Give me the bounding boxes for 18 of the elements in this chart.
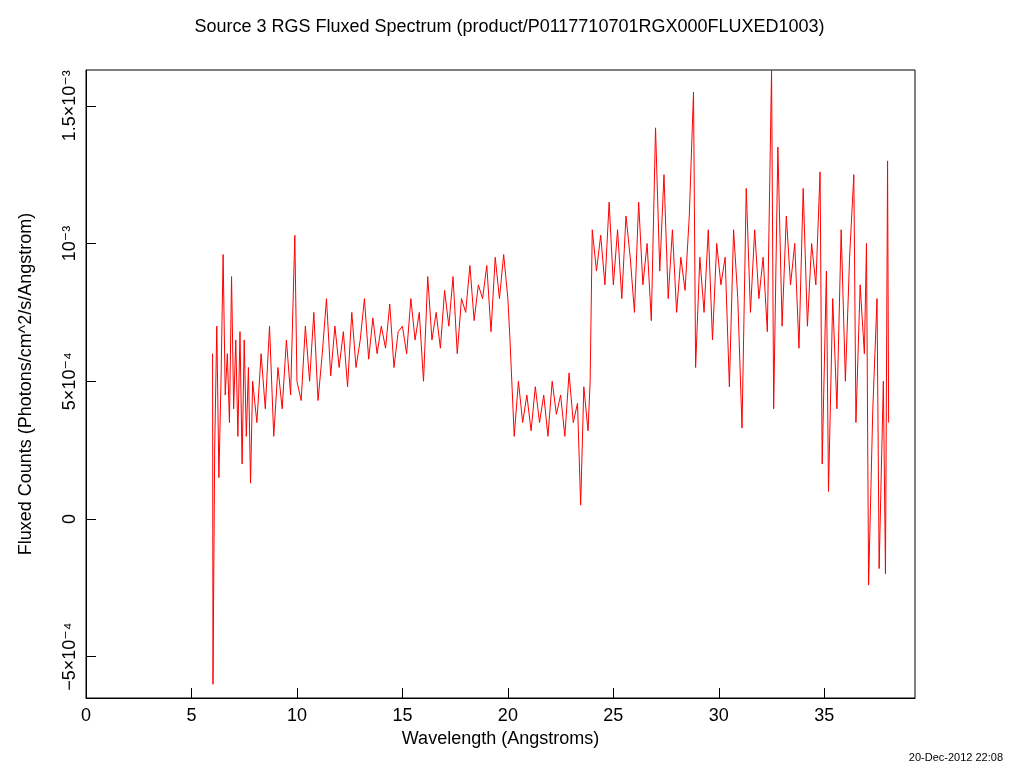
text: 20-Dec-2012 22:08	[908, 750, 1004, 763]
x-tick-label: 15	[392, 705, 413, 725]
y-tick-label: 0	[59, 513, 79, 524]
x-tick-label: 5	[186, 705, 197, 725]
x-tick-label: 10	[286, 705, 307, 725]
line-series	[212, 69, 890, 685]
x-tick-label: 25	[603, 705, 624, 725]
x-tick-label: 30	[708, 705, 729, 725]
x-tick-label: 0	[80, 705, 92, 725]
y-tick-label: 1.5×10⁻³	[59, 70, 79, 142]
x-axis-title: Wavelength (Angstroms)	[401, 727, 600, 748]
x-tick-label: 20	[497, 705, 518, 725]
y-tick-label: 10⁻³	[59, 225, 79, 262]
x-tick-label: 35	[814, 705, 835, 725]
y-tick-label: −5×10⁻⁴	[59, 622, 79, 691]
chart-title: Source 3 RGS Fluxed Spectrum (product/P0117710701RGX000FLUXED1003)	[194, 16, 825, 36]
y-tick-label: 5×10⁻⁴	[59, 352, 79, 411]
y-axis-title: Fluxed Counts (Photons/cm^2/s/Angstrom)	[15, 212, 35, 556]
